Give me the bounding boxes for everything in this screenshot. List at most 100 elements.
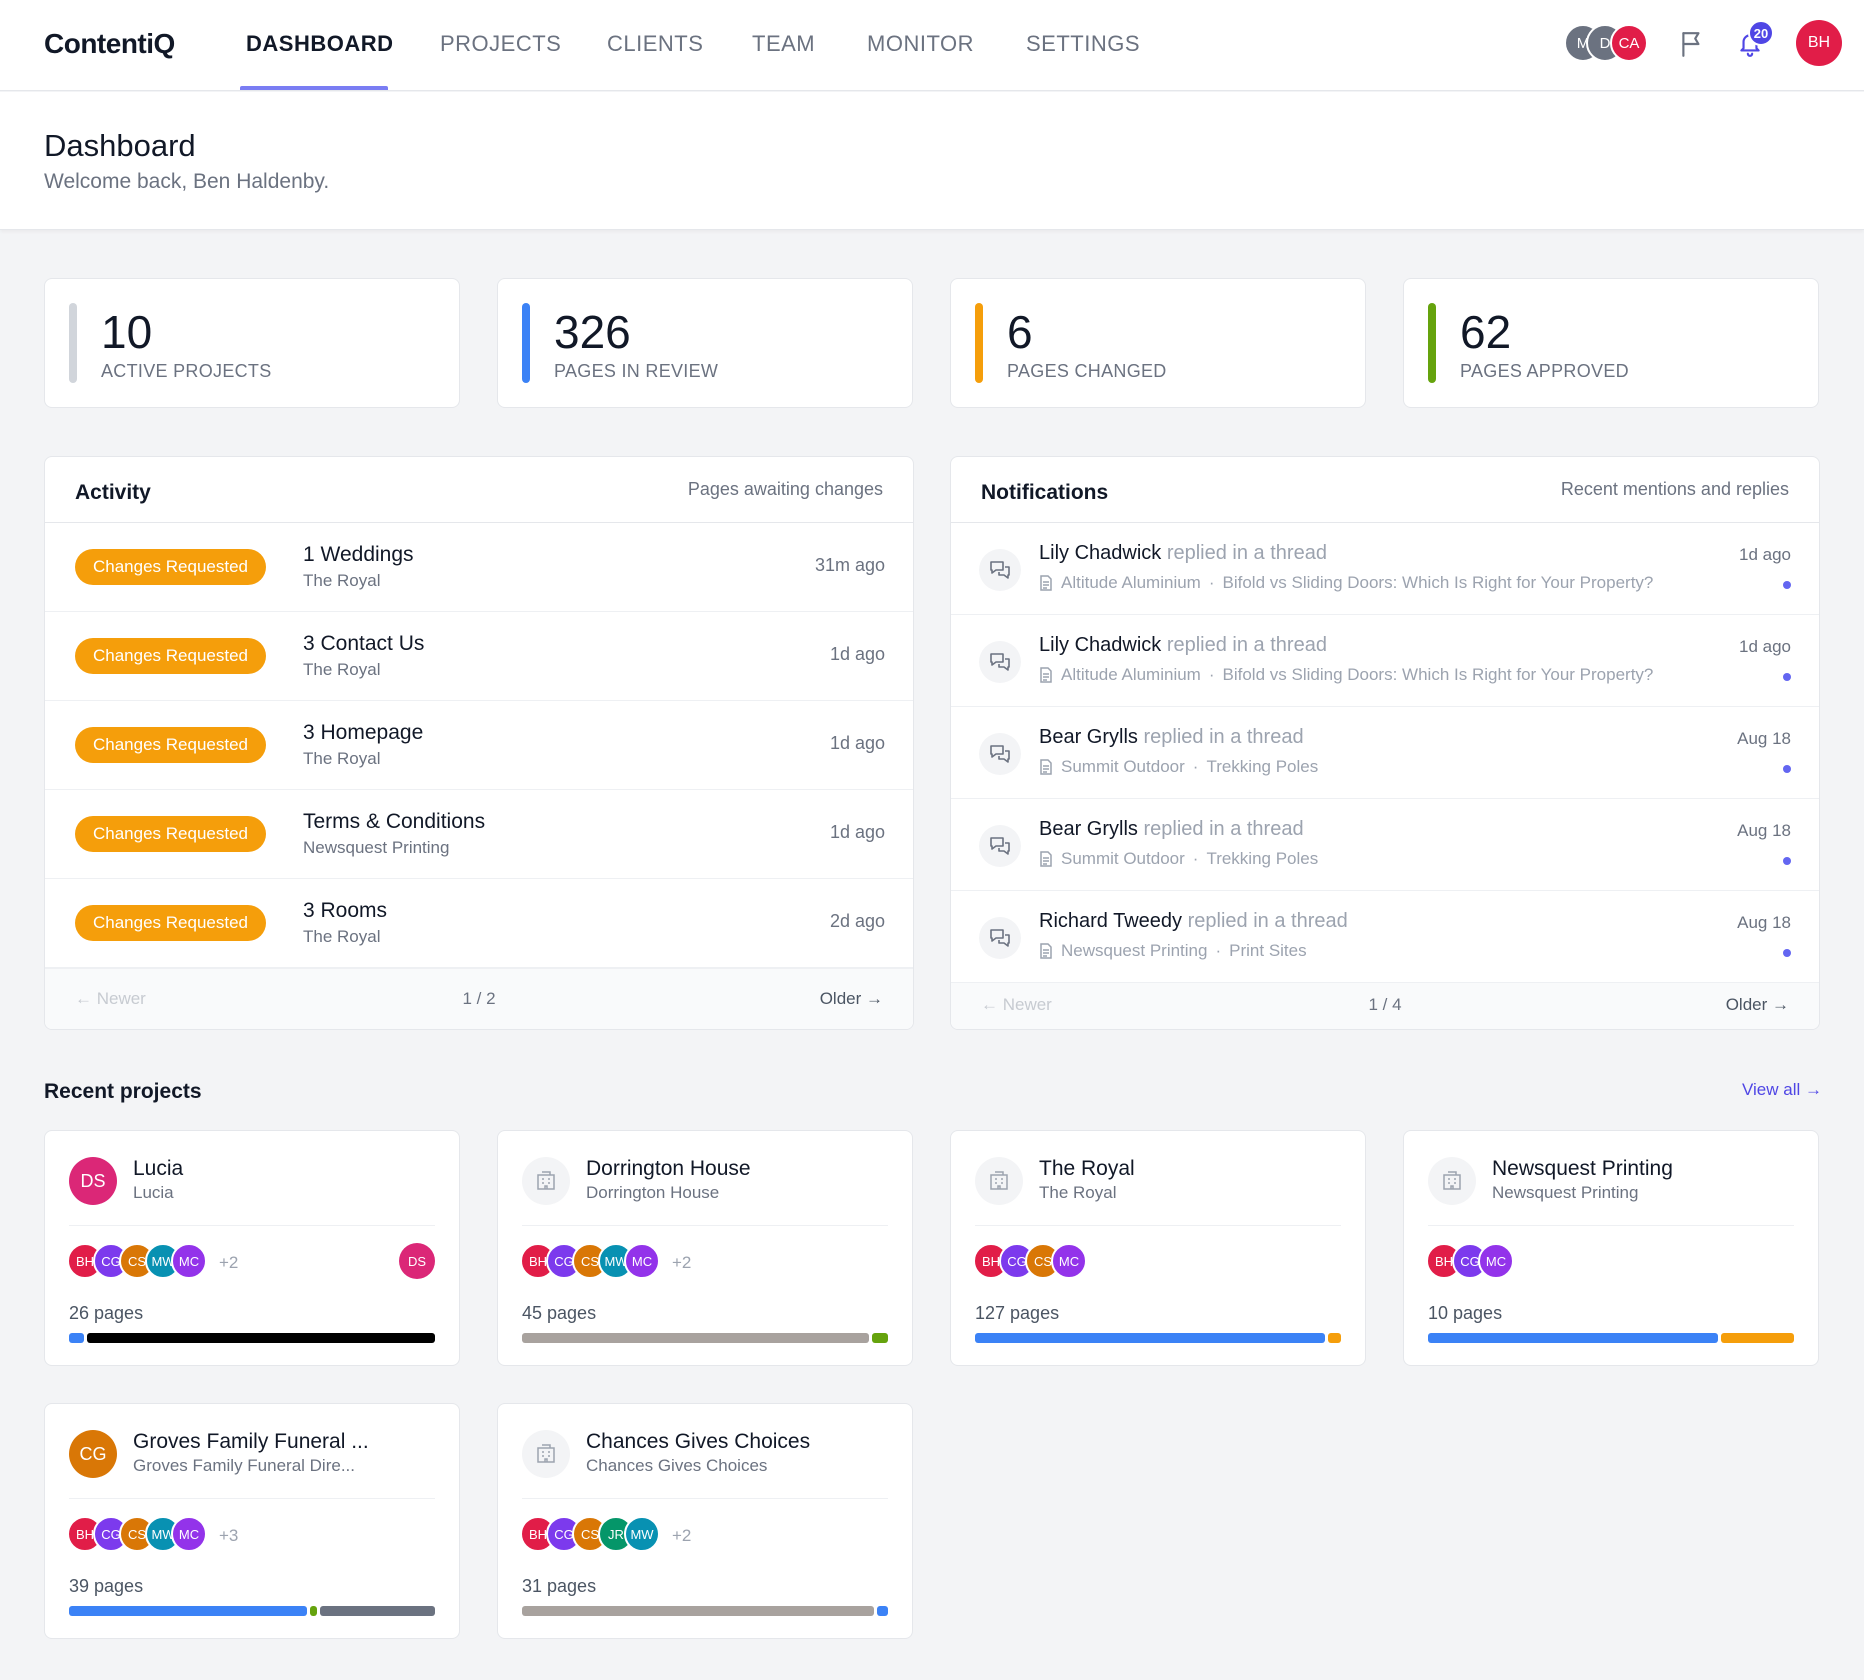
project-client: Groves Family Funeral Dire... <box>133 1456 355 1475</box>
status-progress-bar <box>69 1606 435 1616</box>
tab-dashboard[interactable]: DASHBOARD <box>246 31 394 56</box>
progress-segment <box>1428 1333 1719 1343</box>
document-icon <box>1040 759 1052 775</box>
timestamp: Aug 18 <box>1737 913 1791 932</box>
stat-label: PAGES APPROVED <box>1460 361 1629 381</box>
author-name: Bear Grylls <box>1039 818 1138 840</box>
project-card[interactable]: CG Groves Family Funeral ... Groves Family… <box>44 1403 460 1639</box>
project-card[interactable]: Newsquest Printing Newsquest Printing BH CG… <box>1403 1130 1819 1366</box>
page-indicator: 1 / 4 <box>1368 995 1402 1014</box>
page-indicator: 1 / 2 <box>462 989 496 1008</box>
tab-monitor[interactable]: MONITOR <box>867 31 974 56</box>
notification-context: Altitude Aluminium · Bifold vs Sliding D… <box>1039 573 1653 593</box>
flag-button[interactable] <box>1672 24 1712 64</box>
stat-card-pages-changed[interactable]: 6 PAGES CHANGED <box>950 278 1366 408</box>
tab-projects[interactable]: PROJECTS <box>440 31 562 56</box>
stat-label: PAGES CHANGED <box>1007 361 1167 381</box>
activity-row[interactable]: Changes Requested Terms & Conditions New… <box>45 790 913 879</box>
status-progress-bar <box>975 1333 1341 1343</box>
timestamp: Aug 18 <box>1737 821 1791 840</box>
project-card[interactable]: DS Lucia Lucia BH CG CS MW MC +2 DS 26 pages <box>44 1130 460 1366</box>
tab-settings[interactable]: SETTINGS <box>1026 31 1141 56</box>
timestamp: Aug 18 <box>1737 729 1791 748</box>
document-icon <box>1040 851 1052 867</box>
progress-segment <box>1328 1333 1341 1343</box>
notification-row[interactable]: Lily Chadwick replied in a thread Altitu… <box>951 615 1819 707</box>
separator: · <box>1208 573 1215 592</box>
stat-card-pages-approved[interactable]: 62 PAGES APPROVED <box>1403 278 1819 408</box>
more-members-count[interactable]: +2 <box>672 1253 692 1272</box>
online-user-avatar[interactable]: CA <box>1610 24 1648 62</box>
progress-segment <box>69 1606 307 1616</box>
status-progress-bar <box>522 1606 888 1616</box>
notification-context: Summit Outdoor · Trekking Poles <box>1039 757 1318 777</box>
page-name: Trekking Poles <box>1206 849 1319 868</box>
client-name: Altitude Aluminium <box>1061 573 1201 592</box>
progress-segment <box>522 1606 875 1616</box>
activity-row[interactable]: Changes Requested 3 Rooms The Royal 2d a… <box>45 879 913 968</box>
older-button[interactable]: Older → <box>819 989 883 1008</box>
stat-accent-bar <box>1428 303 1436 383</box>
top-navbar: ContentiQ DASHBOARD PROJECTS CLIENTS TEA… <box>0 0 1864 91</box>
activity-subtitle: Pages awaiting changes <box>687 479 883 499</box>
view-all-link[interactable]: View all → <box>1742 1080 1822 1099</box>
notification-row[interactable]: Bear Grylls replied in a thread Summit O… <box>951 799 1819 891</box>
client-name: Summit Outdoor <box>1061 757 1185 776</box>
team-member-avatar[interactable]: MW <box>624 1516 660 1552</box>
project-avatar: DS <box>69 1157 117 1205</box>
page-title: Dashboard <box>44 128 196 163</box>
page-count: 26 pages <box>69 1303 144 1323</box>
notification-row[interactable]: Richard Tweedy replied in a thread Newsq… <box>951 891 1819 983</box>
chat-icon <box>979 825 1021 867</box>
project-card[interactable]: Dorrington House Dorrington House BH CG CS MW… <box>497 1130 913 1366</box>
project-client: Newsquest Printing <box>1492 1183 1639 1202</box>
timestamp: 1d ago <box>1739 637 1791 656</box>
team-member-avatar[interactable]: MC <box>171 1516 207 1552</box>
page-count: 10 pages <box>1428 1303 1503 1323</box>
stat-card-active-projects[interactable]: 10 ACTIVE PROJECTS <box>44 278 460 408</box>
stat-card-pages-in-review[interactable]: 326 PAGES IN REVIEW <box>497 278 913 408</box>
stat-value: 10 <box>101 306 153 358</box>
more-members-count[interactable]: +2 <box>219 1253 239 1272</box>
notification-row[interactable]: Lily Chadwick replied in a thread Altitu… <box>951 523 1819 615</box>
newer-button[interactable]: ← Newer <box>981 995 1052 1014</box>
app-logo[interactable]: ContentiQ <box>44 28 175 59</box>
separator: · <box>1192 849 1199 868</box>
more-members-count[interactable]: +3 <box>219 1526 239 1545</box>
page-count: 39 pages <box>69 1576 144 1596</box>
stat-label: PAGES IN REVIEW <box>554 361 719 381</box>
more-members-count[interactable]: +2 <box>672 1526 692 1545</box>
recent-projects-title: Recent projects <box>44 1080 202 1103</box>
project-card[interactable]: The Royal The Royal BH CG CS MC 127 pages <box>950 1130 1366 1366</box>
tab-team[interactable]: TEAM <box>752 31 816 56</box>
progress-segment <box>319 1606 435 1616</box>
page-name: Print Sites <box>1229 941 1307 960</box>
page-name: 3 Homepage <box>303 721 424 744</box>
page-name: Bifold vs Sliding Doors: Which Is Right … <box>1222 573 1654 592</box>
tab-clients[interactable]: CLIENTS <box>607 31 704 56</box>
older-button[interactable]: Older → <box>1725 995 1789 1014</box>
client-name: The Royal <box>303 927 381 946</box>
notification-text: Richard Tweedy replied in a thread <box>1039 910 1348 933</box>
client-name: The Royal <box>303 660 381 679</box>
team-member-avatar[interactable]: MC <box>1478 1243 1514 1279</box>
newer-button[interactable]: ← Newer <box>75 989 146 1008</box>
page-count: 45 pages <box>522 1303 597 1323</box>
activity-row[interactable]: Changes Requested 1 Weddings The Royal 3… <box>45 523 913 612</box>
notification-row[interactable]: Bear Grylls replied in a thread Summit O… <box>951 707 1819 799</box>
unread-dot <box>1783 673 1791 681</box>
team-member-avatar[interactable]: MC <box>171 1243 207 1279</box>
user-avatar-menu[interactable]: BH <box>1796 20 1842 66</box>
welcome-message: Welcome back, Ben Haldenby. <box>44 170 330 193</box>
notification-text: Bear Grylls replied in a thread <box>1039 818 1304 841</box>
project-name: Lucia <box>133 1157 184 1180</box>
stat-label: ACTIVE PROJECTS <box>101 361 272 381</box>
activity-row[interactable]: Changes Requested 3 Homepage The Royal 1… <box>45 701 913 790</box>
activity-row[interactable]: Changes Requested 3 Contact Us The Royal… <box>45 612 913 701</box>
owner-avatar[interactable]: DS <box>399 1243 435 1279</box>
team-member-avatar[interactable]: MC <box>624 1243 660 1279</box>
team-member-avatar[interactable]: MC <box>1051 1243 1087 1279</box>
status-progress-bar <box>1428 1333 1794 1343</box>
notifications-subtitle: Recent mentions and replies <box>1560 479 1789 499</box>
project-card[interactable]: Chances Gives Choices Chances Gives Choic… <box>497 1403 913 1639</box>
